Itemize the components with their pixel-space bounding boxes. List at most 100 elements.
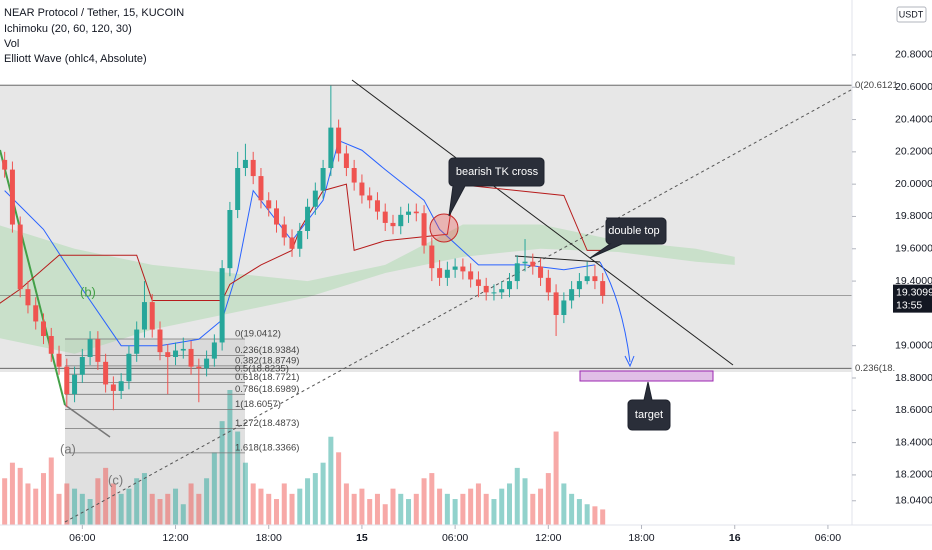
candle-body	[64, 366, 70, 395]
volume-bar	[17, 467, 23, 525]
candle-body	[390, 222, 396, 227]
candle-body	[483, 285, 489, 293]
candle-body	[320, 168, 326, 191]
volume-bar	[351, 493, 357, 525]
candle-body	[72, 374, 78, 395]
volume-bar	[40, 473, 46, 525]
candle-body	[367, 195, 373, 201]
volume-bar	[118, 493, 124, 525]
candle-body	[273, 208, 279, 225]
double-top-line	[514, 255, 601, 263]
candle-body	[475, 279, 481, 286]
volume-bar	[289, 493, 295, 525]
callout-text: double top	[608, 225, 659, 237]
callout: target	[627, 381, 671, 431]
callout-text: bearish TK cross	[456, 166, 539, 178]
candle-body	[266, 200, 272, 209]
volume-bar	[157, 499, 163, 525]
candle-body	[173, 350, 179, 357]
candle-layer	[2, 85, 606, 411]
volume-bar	[600, 509, 606, 525]
candle-body	[250, 159, 256, 177]
y-tick-label: 18.4000	[895, 436, 932, 448]
candle-body	[584, 276, 590, 282]
volume-bar	[9, 462, 15, 525]
volume-bar	[421, 478, 427, 525]
candle-body	[312, 190, 318, 207]
last-price: 19.3099	[896, 286, 932, 298]
candle-body	[48, 336, 54, 354]
candle-body	[468, 271, 474, 280]
candle-body	[188, 348, 194, 367]
candle-body	[134, 329, 140, 354]
volume-bar	[545, 473, 551, 525]
volume-bar	[506, 483, 512, 525]
volume-bar	[538, 488, 544, 525]
candle-body	[343, 153, 349, 168]
y-tick-label: 18.8000	[895, 372, 932, 384]
volume-bar	[343, 483, 349, 525]
candle-body	[359, 182, 365, 196]
volume-bar	[242, 462, 248, 525]
candle-body	[2, 159, 8, 170]
candle-body	[196, 366, 202, 369]
candle-body	[242, 159, 248, 168]
projection-arrow	[624, 355, 635, 368]
volume-bar	[126, 488, 132, 525]
candle-body	[79, 357, 85, 375]
candle-body	[281, 224, 287, 238]
volume-bar	[149, 493, 155, 525]
candle-body	[499, 289, 505, 293]
y-tick-label: 19.0000	[895, 339, 932, 351]
candle-body	[235, 168, 241, 210]
level-label: 0(20.6121	[855, 80, 898, 91]
volume-bar	[553, 431, 559, 525]
candle-body	[33, 305, 39, 322]
volume-bar	[460, 493, 466, 525]
candle-body	[149, 302, 155, 330]
volume-bar	[103, 467, 109, 525]
wave-label: (b)	[80, 284, 96, 299]
volume-bar	[592, 506, 598, 525]
callout: bearish TK cross	[448, 157, 545, 217]
fib-layer: 0(19.0412)0.236(18.9384)0.382(18.8749)0.…	[0, 84, 852, 453]
volume-bar	[444, 493, 450, 525]
level-label: 0.236(18.	[855, 363, 895, 374]
last-price-time: 13:55	[896, 299, 922, 311]
volume-bar	[219, 421, 225, 525]
candle-body	[110, 384, 116, 391]
projection	[599, 261, 631, 363]
x-tick-label: 18:00	[256, 532, 282, 544]
callout: double top	[589, 217, 667, 259]
volume-bar	[273, 499, 279, 525]
candle-body	[561, 300, 567, 315]
fib-label: 0.236(18.9384)	[235, 345, 299, 356]
x-tick-label: 12:00	[535, 532, 561, 544]
fib-label: 0.618(18.7721)	[235, 372, 299, 383]
candle-body	[413, 211, 419, 214]
volume-bar	[475, 483, 481, 525]
volume-bar	[320, 462, 326, 525]
volume-bar	[173, 488, 179, 525]
candle-body	[553, 292, 559, 315]
candle-body	[569, 289, 575, 301]
candle-body	[382, 211, 388, 223]
volume-bar	[227, 390, 233, 525]
fib-label: 0.786(18.6989)	[235, 384, 299, 395]
y-tick-label: 20.0000	[895, 178, 932, 190]
candle-body	[219, 268, 225, 343]
volume-bar	[87, 499, 93, 525]
callout-box	[589, 217, 667, 259]
candle-body	[506, 281, 512, 290]
candle-body	[141, 302, 147, 330]
volume-bar	[281, 483, 287, 525]
candle-body	[429, 245, 435, 269]
candle-body	[351, 168, 357, 183]
volume-bar	[437, 488, 443, 525]
candle-body	[437, 268, 443, 278]
volume-bar	[382, 504, 388, 525]
candle-body	[514, 263, 520, 282]
callout-text: target	[635, 409, 663, 421]
y-tick-label: 20.2000	[895, 146, 932, 158]
candle-body	[211, 342, 217, 359]
